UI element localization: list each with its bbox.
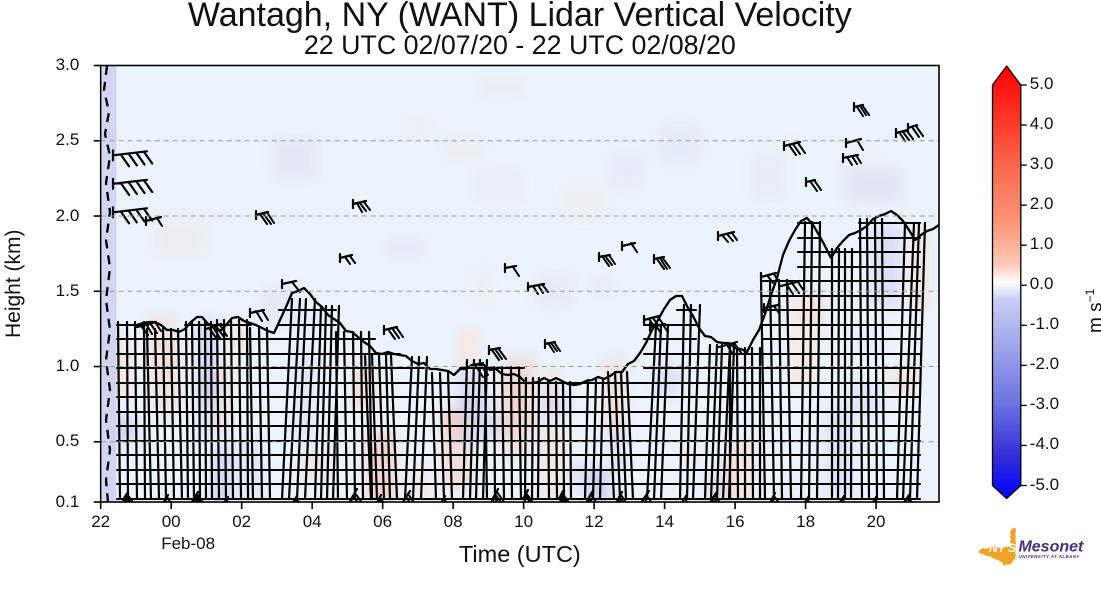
svg-text:NY'S: NY'S: [989, 542, 1016, 555]
svg-text:Mesonet: Mesonet: [1018, 538, 1084, 555]
svg-text:UNIVERSITY AT ALBANY: UNIVERSITY AT ALBANY: [1018, 554, 1080, 559]
